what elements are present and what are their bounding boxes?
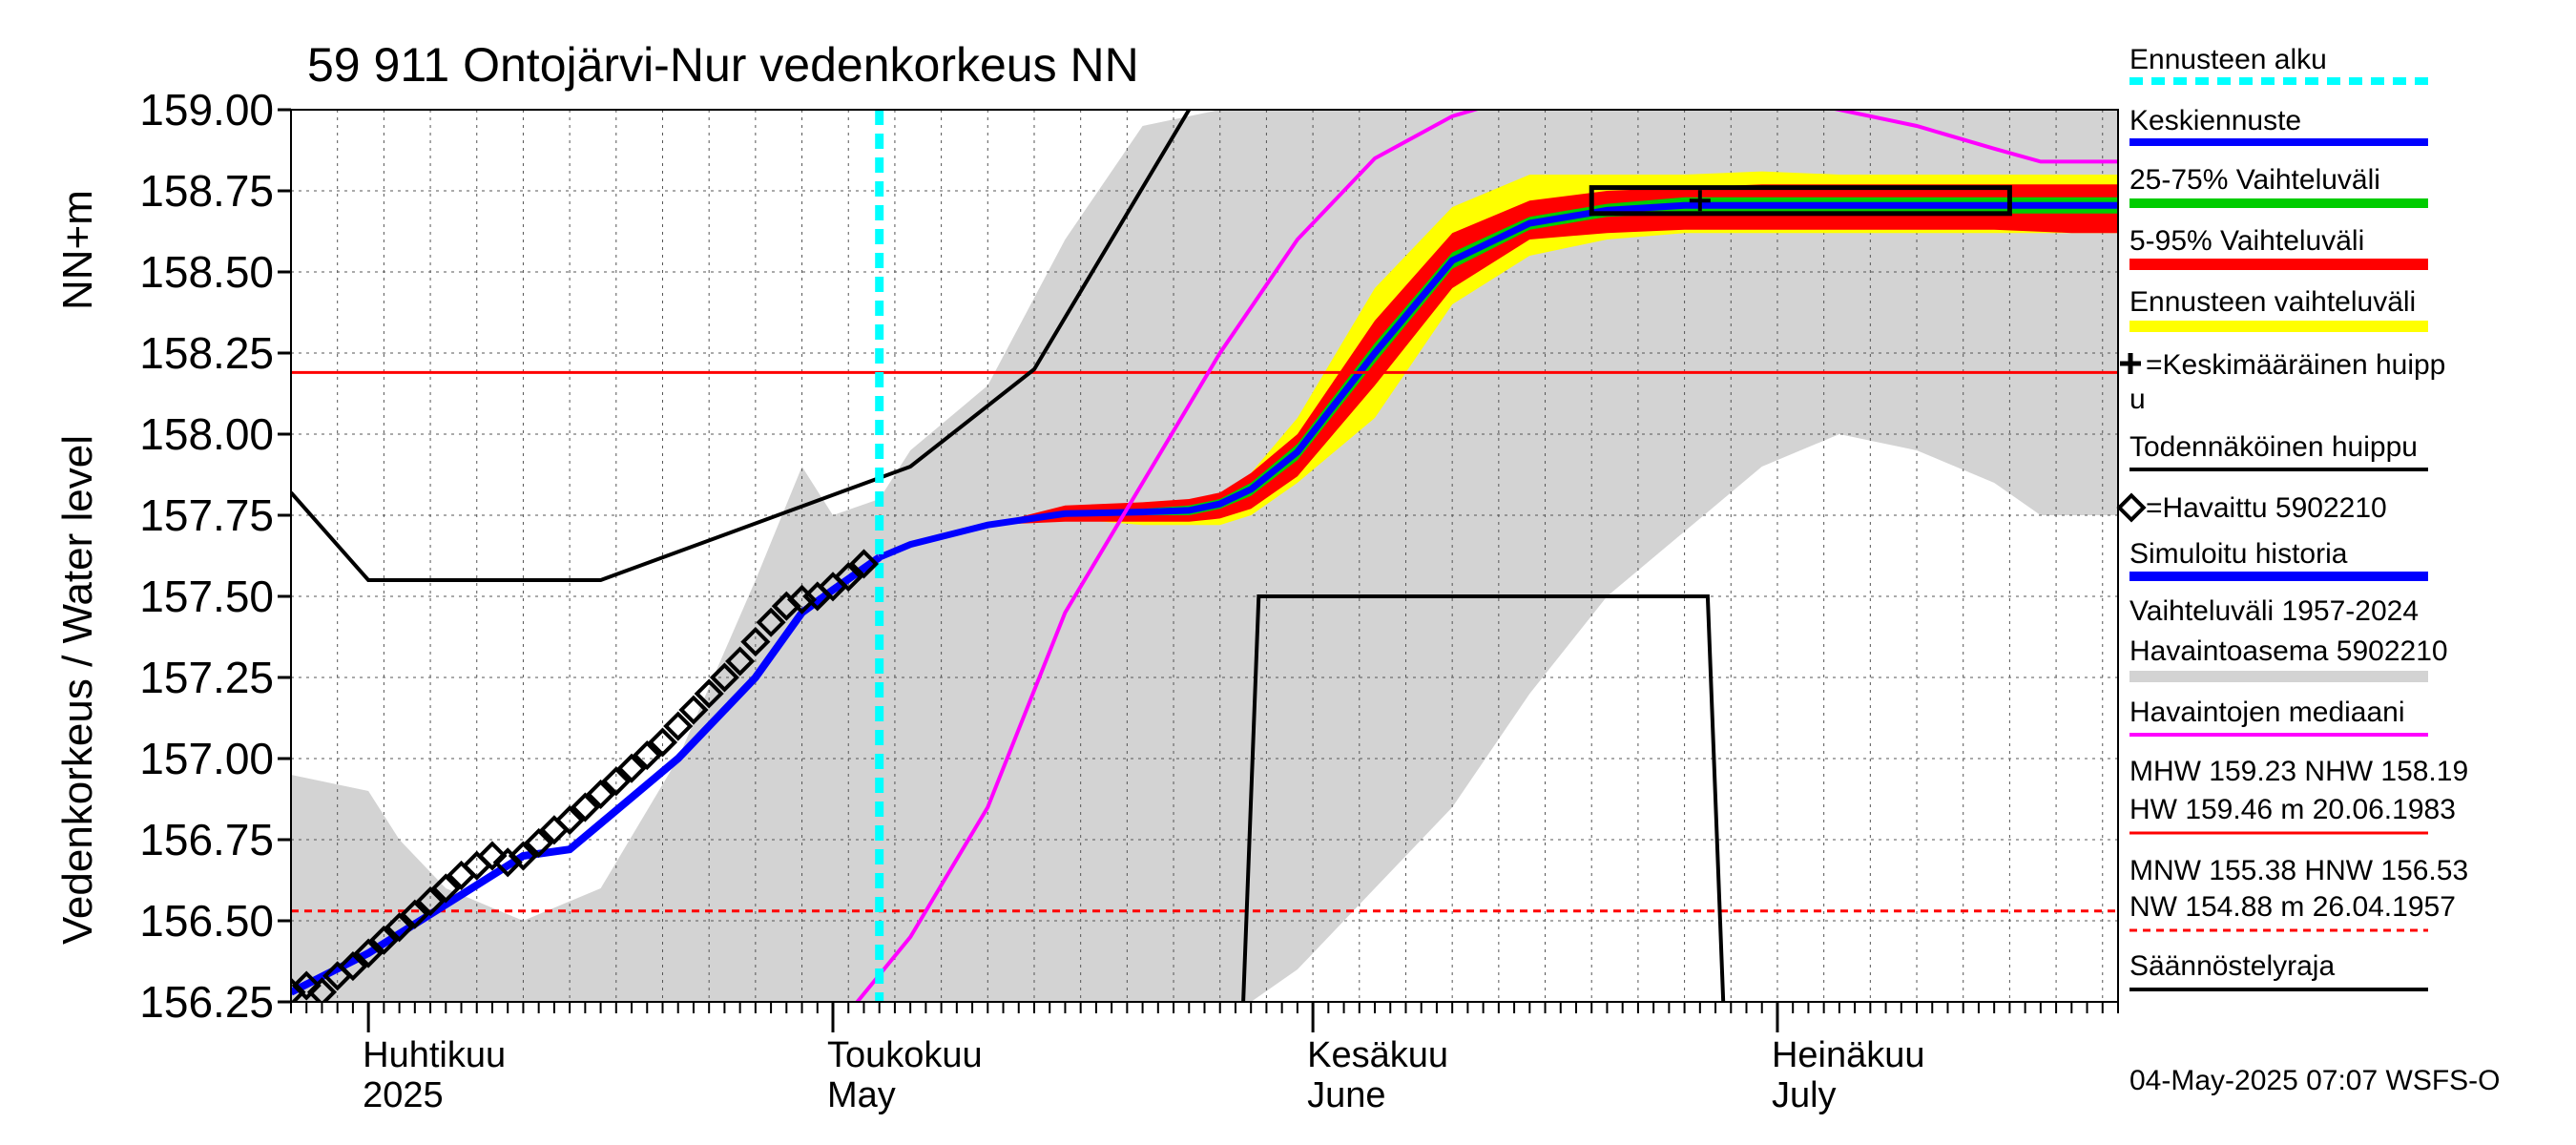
- observed-point: [384, 912, 415, 943]
- y-tick-label: 158.25: [139, 328, 274, 378]
- y-tick-label: 156.25: [139, 977, 274, 1027]
- legend: Ennusteen alku Keskiennuste 25-75% Vaiht…: [2116, 44, 2468, 991]
- legend-5-95-label: 5-95% Vaihteluväli: [2129, 225, 2364, 257]
- probable-peak-line: [1241, 594, 1726, 1002]
- legend-median-forecast-label: Keskiennuste: [2129, 105, 2301, 136]
- legend-history-range-label-2: Havaintoasema 5902210: [2129, 635, 2448, 667]
- legend-obs-median-label: Havaintojen mediaani: [2129, 697, 2405, 728]
- legend-observed-diamond-icon: [2116, 492, 2147, 523]
- y-tick-label: 157.50: [139, 572, 274, 621]
- legend-low-stats-2: NW 154.88 m 26.04.1957: [2129, 891, 2456, 923]
- legend-mean-peak-label-2: u: [2129, 384, 2146, 415]
- observed-point: [756, 607, 786, 637]
- observed-point: [740, 627, 771, 657]
- legend-high-stats-2: HW 159.46 m 20.06.1983: [2129, 794, 2456, 825]
- legend-regulation-label: Säännöstelyraja: [2129, 950, 2335, 982]
- observed-point: [647, 727, 678, 758]
- x-month-label: Toukokuu: [827, 1035, 983, 1075]
- legend-mean-peak-symbol: [2120, 353, 2141, 374]
- legend-history-range-label-1: Vaihteluväli 1957-2024: [2129, 595, 2419, 627]
- x-month-sublabel: June: [1307, 1075, 1385, 1115]
- observed-point: [430, 873, 461, 904]
- y-tick-label: 156.50: [139, 896, 274, 946]
- y-tick-label: 157.25: [139, 653, 274, 702]
- legend-high-stats-1: MHW 159.23 NHW 158.19: [2129, 756, 2468, 787]
- observed-point: [833, 562, 863, 593]
- axes-layer: 159.00 158.75 158.50 158.25 158.00 157.75 157.…: [139, 85, 2119, 1115]
- observed-point: [601, 766, 632, 797]
- observed-point: [415, 886, 446, 917]
- y-axis-label: Vedenkorkeus / Water level: [54, 435, 101, 945]
- history-range-band: [291, 110, 2118, 1002]
- observed-point: [338, 951, 368, 982]
- observed-point: [368, 925, 399, 955]
- observed-point: [725, 646, 756, 677]
- y-tick-label: 157.00: [139, 734, 274, 783]
- median-forecast-line: [878, 201, 2118, 561]
- observed-point: [353, 938, 384, 968]
- observed-point: [400, 899, 430, 929]
- y-tick-label: 156.75: [139, 815, 274, 864]
- y-axis-unit: NN+m: [54, 190, 101, 310]
- observed-point: [663, 711, 694, 741]
- observed-point: [678, 695, 709, 725]
- observed-point: [524, 827, 554, 858]
- forecast-layer: [878, 171, 2118, 561]
- observed-median-line: [854, 110, 2118, 1002]
- plot-area: [291, 110, 2118, 1002]
- observed-point: [616, 753, 647, 783]
- x-month-label: Huhtikuu: [363, 1035, 506, 1075]
- legend-25-75-label: 25-75% Vaihteluväli: [2129, 164, 2380, 196]
- legend-forecast-start-label: Ennusteen alku: [2129, 44, 2327, 75]
- history-range-layer: [291, 110, 2118, 1002]
- y-tick-label: 158.50: [139, 247, 274, 297]
- legend-mean-peak-label-1: =Keskimääräinen huipp: [2146, 349, 2445, 381]
- legend-forecast-range-label: Ennusteen vaihteluväli: [2129, 286, 2416, 318]
- legend-observed-label: =Havaittu 5902210: [2146, 492, 2387, 524]
- observed-point: [694, 678, 724, 709]
- x-month-label: Heinäkuu: [1772, 1035, 1925, 1075]
- observed-markers-layer: [291, 549, 880, 1002]
- observed-point: [306, 977, 338, 1002]
- observed-point: [632, 740, 662, 771]
- regulation-limit-line: [291, 110, 1192, 582]
- observed-point: [508, 841, 538, 871]
- observed-point: [570, 792, 600, 822]
- x-month-sublabel: 2025: [363, 1075, 444, 1115]
- p5-95-band: [879, 184, 2118, 558]
- y-tick-label: 158.75: [139, 166, 274, 216]
- y-tick-label: 158.00: [139, 409, 274, 459]
- observed-point: [709, 662, 739, 693]
- y-tick-label: 157.75: [139, 490, 274, 540]
- chart-title: 59 911 Ontojärvi-Nur vedenkorkeus NN: [307, 38, 1139, 92]
- legend-low-stats-1: MNW 155.38 HNW 156.53: [2129, 855, 2468, 886]
- x-month-sublabel: May: [827, 1075, 896, 1115]
- x-month-label: Kesäkuu: [1307, 1035, 1448, 1075]
- observed-point: [554, 805, 585, 836]
- observed-point: [586, 779, 616, 809]
- x-month-sublabel: July: [1772, 1075, 1837, 1115]
- legend-probable-peak-label: Todennäköinen huippu: [2129, 431, 2418, 463]
- footer-timestamp: 04-May-2025 07:07 WSFS-O: [2129, 1065, 2501, 1096]
- legend-simulated-label: Simuloitu historia: [2129, 538, 2348, 570]
- mean-peak-box: [1589, 185, 2012, 217]
- y-tick-label: 159.00: [139, 85, 274, 135]
- observed-point: [848, 549, 880, 579]
